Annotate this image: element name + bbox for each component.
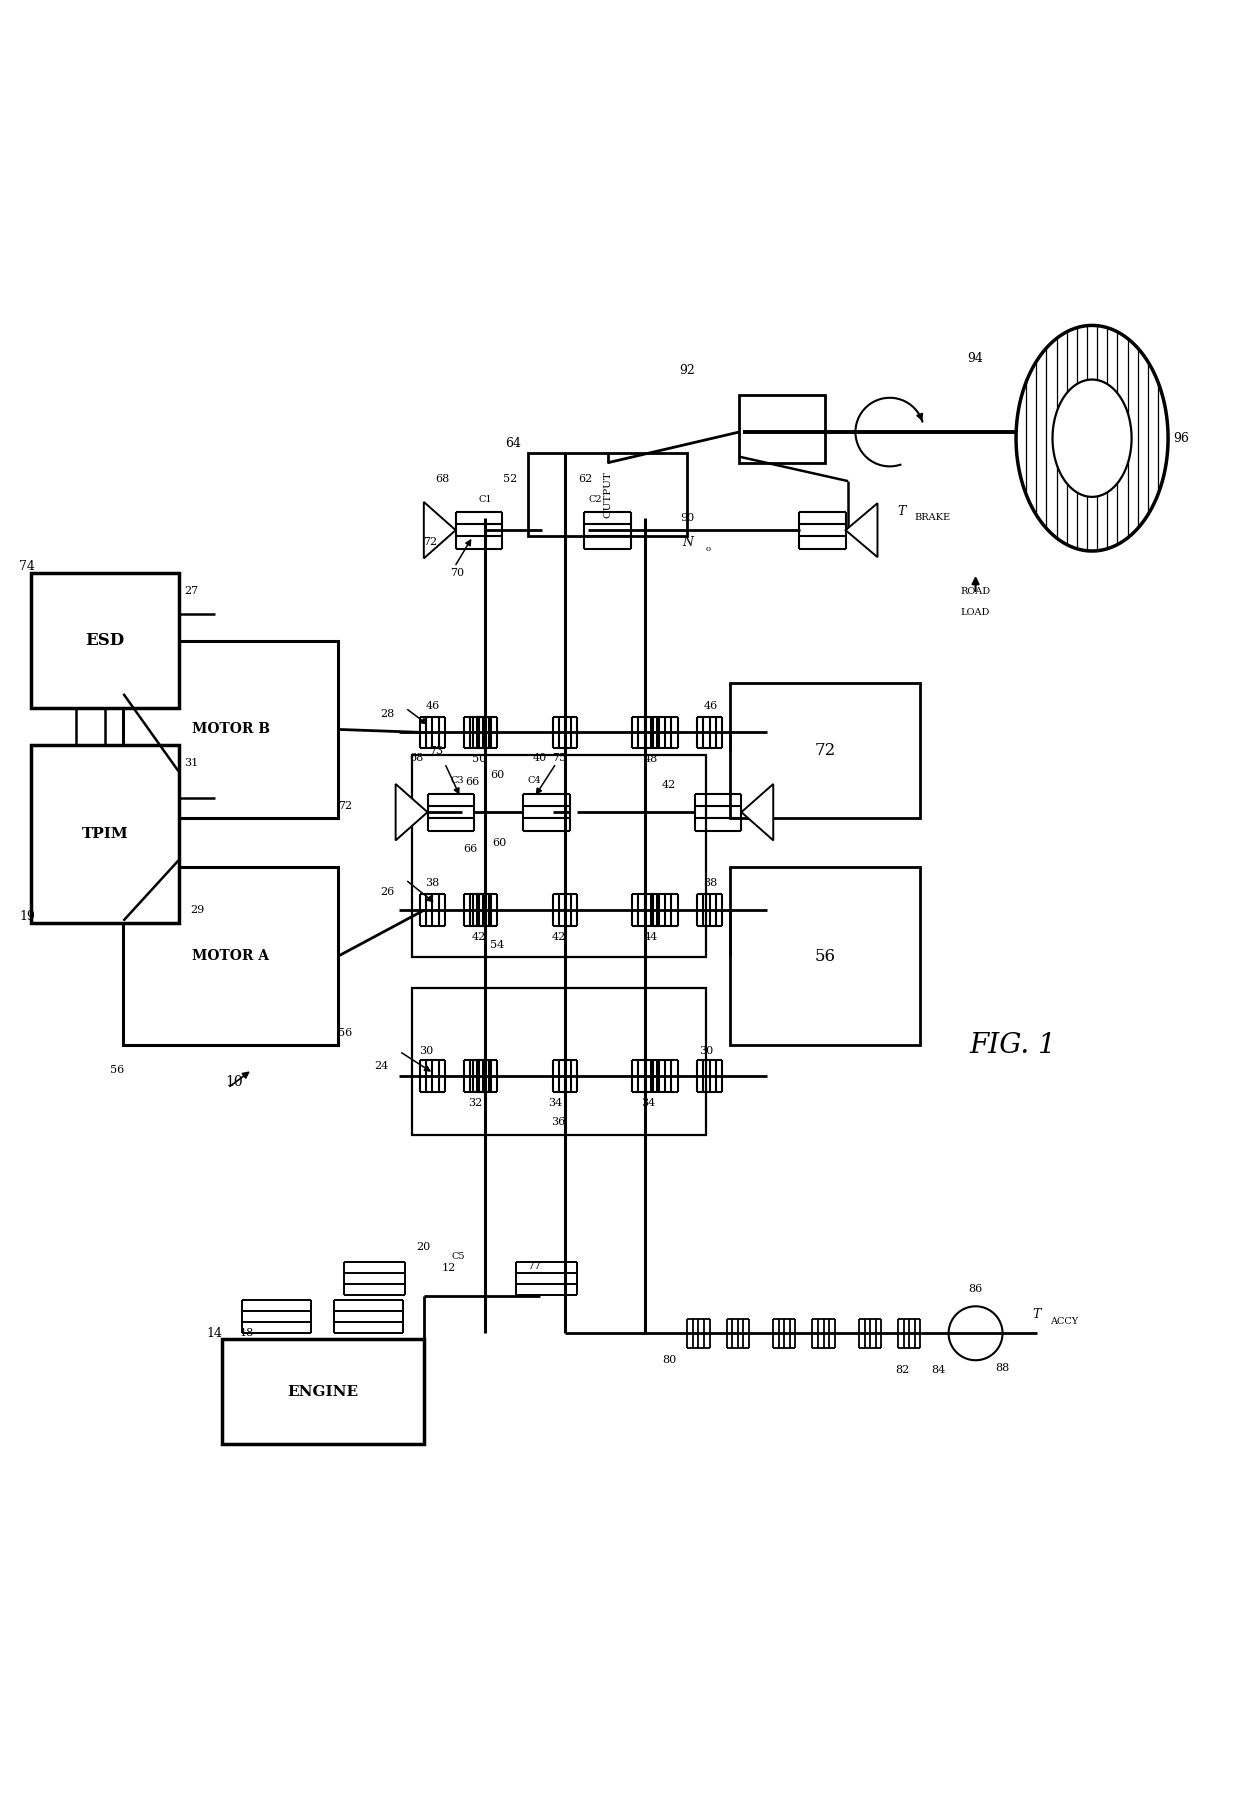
Text: 73: 73: [429, 745, 443, 756]
Text: 27: 27: [184, 587, 198, 596]
Polygon shape: [1016, 325, 1168, 551]
Polygon shape: [949, 1306, 1003, 1360]
Polygon shape: [396, 785, 428, 841]
Text: ESD: ESD: [86, 632, 125, 648]
Polygon shape: [742, 785, 774, 841]
Text: 18: 18: [239, 1329, 254, 1338]
Text: 26: 26: [379, 887, 394, 896]
Text: 56: 56: [339, 1027, 352, 1038]
Text: 30: 30: [698, 1047, 713, 1056]
Text: 92: 92: [680, 365, 696, 377]
Text: 31: 31: [184, 758, 198, 769]
Text: ACCY: ACCY: [1050, 1316, 1078, 1325]
FancyBboxPatch shape: [31, 745, 179, 923]
Text: 10: 10: [224, 1076, 243, 1088]
Text: 66: 66: [464, 844, 477, 853]
Text: LOAD: LOAD: [961, 607, 991, 616]
FancyBboxPatch shape: [528, 453, 687, 537]
FancyBboxPatch shape: [730, 684, 920, 819]
FancyBboxPatch shape: [124, 641, 339, 819]
FancyBboxPatch shape: [31, 573, 179, 708]
Text: 36: 36: [552, 1117, 565, 1128]
Text: 42: 42: [662, 779, 676, 790]
Text: 14: 14: [207, 1327, 223, 1340]
Text: 68: 68: [435, 474, 449, 483]
Text: 72: 72: [339, 801, 352, 812]
FancyBboxPatch shape: [412, 754, 706, 957]
FancyBboxPatch shape: [124, 867, 339, 1045]
FancyBboxPatch shape: [730, 867, 920, 1045]
Text: 70: 70: [450, 568, 464, 578]
Text: 44: 44: [644, 932, 657, 943]
Text: 77: 77: [527, 1261, 541, 1272]
Text: 28: 28: [379, 709, 394, 718]
Text: 50: 50: [472, 754, 486, 765]
Text: 64: 64: [506, 436, 521, 449]
Text: 38: 38: [703, 878, 718, 889]
Text: 24: 24: [373, 1061, 388, 1070]
FancyBboxPatch shape: [739, 395, 825, 463]
Text: 90: 90: [681, 514, 694, 523]
Text: 30: 30: [419, 1047, 434, 1056]
Polygon shape: [846, 503, 878, 557]
Text: 20: 20: [417, 1243, 432, 1252]
Text: 29: 29: [190, 905, 205, 916]
Text: 12: 12: [441, 1263, 455, 1273]
Text: MOTOR A: MOTOR A: [192, 950, 269, 963]
Text: 80: 80: [662, 1356, 676, 1365]
Text: 46: 46: [425, 700, 439, 711]
Text: N: N: [682, 535, 693, 550]
Text: 84: 84: [931, 1365, 946, 1376]
Text: 46: 46: [703, 700, 718, 711]
Text: 48: 48: [644, 754, 657, 765]
Text: 72: 72: [423, 537, 436, 548]
Text: 75: 75: [552, 753, 565, 763]
Text: 60: 60: [492, 837, 507, 848]
Text: 42: 42: [472, 932, 486, 943]
FancyBboxPatch shape: [222, 1340, 424, 1444]
Text: 34: 34: [641, 1097, 655, 1108]
Text: TPIM: TPIM: [82, 826, 129, 841]
Text: ROAD: ROAD: [961, 587, 991, 596]
Text: OUTPUT: OUTPUT: [603, 471, 613, 517]
Text: C4: C4: [527, 776, 541, 785]
Text: T: T: [1033, 1307, 1042, 1322]
FancyBboxPatch shape: [412, 988, 706, 1135]
Text: 52: 52: [502, 474, 517, 483]
Text: 62: 62: [579, 474, 593, 483]
Text: 40: 40: [533, 753, 547, 763]
Text: 94: 94: [967, 352, 983, 365]
Text: 88: 88: [996, 1363, 1009, 1372]
Text: 72: 72: [815, 742, 836, 760]
Text: 66: 66: [466, 776, 480, 787]
Text: 32: 32: [469, 1097, 482, 1108]
Text: C3: C3: [450, 776, 464, 785]
Text: 68: 68: [409, 753, 424, 763]
Text: o: o: [706, 544, 711, 553]
Text: 74: 74: [19, 560, 35, 573]
Text: 19: 19: [19, 911, 35, 923]
Text: T: T: [898, 505, 906, 519]
Text: 60: 60: [490, 770, 505, 781]
Text: FIG. 1: FIG. 1: [968, 1031, 1055, 1058]
Text: BRAKE: BRAKE: [915, 514, 951, 523]
Text: ENGINE: ENGINE: [288, 1385, 358, 1399]
Text: 82: 82: [895, 1365, 909, 1376]
Polygon shape: [424, 501, 456, 559]
Text: 96: 96: [1173, 431, 1189, 445]
Polygon shape: [1053, 379, 1132, 497]
Text: 34: 34: [548, 1097, 562, 1108]
Text: 56: 56: [815, 948, 836, 964]
Text: 86: 86: [968, 1284, 982, 1295]
Text: C1: C1: [479, 496, 492, 505]
Text: 54: 54: [490, 939, 505, 950]
Text: 38: 38: [425, 878, 439, 889]
Text: C2: C2: [589, 496, 603, 505]
Text: MOTOR B: MOTOR B: [192, 722, 270, 736]
Text: 42: 42: [552, 932, 565, 943]
Text: 56: 56: [110, 1065, 124, 1074]
Text: C5: C5: [451, 1252, 465, 1261]
